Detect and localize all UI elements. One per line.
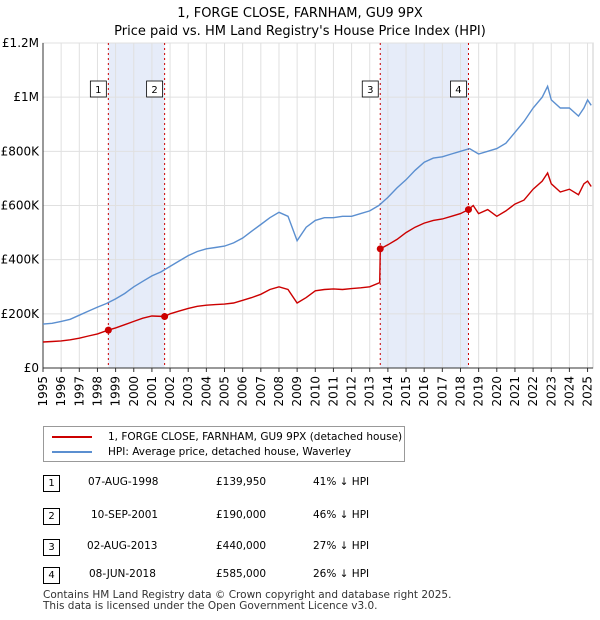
x-tick-label: 2024: [562, 376, 576, 407]
x-tick-label: 2000: [127, 376, 141, 407]
sale-row-1: 1 07-AUG-1998 £139,950 41% ↓ HPI: [43, 475, 563, 492]
y-tick-label: £0: [24, 361, 39, 375]
x-tick-label: 2020: [490, 376, 504, 407]
sale-hpi-diff: 41% ↓ HPI: [313, 476, 370, 488]
sale-row-4: 4 08-JUN-2018 £585,000 26% ↓ HPI: [43, 567, 563, 584]
chart-subtitle: Price paid vs. HM Land Registry's House …: [114, 24, 486, 39]
x-tick-label: 2007: [254, 376, 268, 407]
sale-date: 10-SEP-2001: [91, 509, 159, 521]
sale-number: 4: [43, 567, 60, 584]
marker-label-4: 4: [450, 80, 467, 98]
sale-number: 1: [43, 475, 60, 492]
x-tick-label: 2018: [453, 376, 467, 407]
x-tick-label: 1997: [72, 376, 86, 407]
sale-price: £585,000: [216, 568, 267, 580]
footer-line-1: Contains HM Land Registry data © Crown c…: [43, 589, 452, 601]
x-tick-label: 2017: [435, 376, 449, 407]
x-tick-label: 2014: [381, 376, 395, 407]
y-tick-label: £800K: [1, 144, 41, 158]
legend-label-property: 1, FORGE CLOSE, FARNHAM, GU9 9PX (detach…: [108, 431, 403, 443]
marker-label-box: [89, 80, 107, 98]
sale-number: 3: [43, 539, 60, 556]
y-tick-label: £400K: [1, 253, 41, 267]
sale-point-1: [104, 326, 112, 334]
x-tick-label: 2004: [199, 376, 213, 407]
sale-date: 08-JUN-2018: [89, 568, 156, 580]
sale-row-3: 3 02-AUG-2013 £440,000 27% ↓ HPI: [43, 539, 563, 556]
x-tick-label: 1995: [36, 376, 50, 407]
sale-price: £440,000: [216, 540, 267, 552]
y-tick-label: £1M: [13, 90, 39, 104]
chart-title: 1, FORGE CLOSE, FARNHAM, GU9 9PX: [177, 6, 423, 21]
sale-price: £139,950: [216, 476, 267, 488]
x-tick-label: 2008: [272, 376, 286, 407]
marker-label-3: 3: [361, 80, 379, 98]
x-tick-label: 1999: [109, 376, 123, 407]
x-tick-label: 2011: [326, 376, 340, 407]
sale-hpi-diff: 26% ↓ HPI: [313, 568, 370, 580]
legend-swatch-property: [52, 436, 92, 438]
legend-item-hpi: HPI: Average price, detached house, Wave…: [52, 445, 351, 459]
legend-swatch-hpi: [52, 451, 92, 453]
x-tick-label: 2025: [581, 376, 595, 407]
marker-label-text: 3: [367, 85, 373, 96]
x-tick-label: 2019: [472, 376, 486, 407]
sale-point-2: [161, 313, 169, 321]
legend: 1, FORGE CLOSE, FARNHAM, GU9 9PX (detach…: [43, 426, 405, 462]
sale-price: £190,000: [216, 509, 267, 521]
series-line-property: [42, 171, 592, 343]
x-tick-label: 1996: [54, 376, 68, 407]
marker-label-2: 2: [146, 80, 164, 98]
footer: Contains HM Land Registry data © Crown c…: [43, 590, 451, 612]
legend-item-property: 1, FORGE CLOSE, FARNHAM, GU9 9PX (detach…: [52, 430, 402, 444]
x-tick-label: 2003: [181, 376, 195, 407]
marker-label-text: 2: [151, 85, 157, 96]
legend-label-hpi: HPI: Average price, detached house, Wave…: [108, 446, 352, 458]
x-tick-label: 2015: [399, 376, 413, 407]
sale-number: 2: [43, 508, 60, 525]
marker-label-text: 1: [95, 85, 101, 96]
x-tick-label: 2012: [345, 376, 359, 407]
x-tick-label: 2010: [308, 376, 322, 407]
sale-date: 07-AUG-1998: [88, 476, 159, 488]
x-tick-label: 2013: [363, 376, 377, 407]
sale-point-4: [464, 206, 472, 214]
x-tick-label: 2022: [526, 376, 540, 407]
marker-label-box: [146, 80, 164, 98]
y-tick-label: £600K: [1, 199, 41, 213]
series-line-hpi: [42, 84, 592, 325]
marker-label-text: 4: [455, 85, 461, 96]
marker-label-box: [450, 80, 467, 98]
x-tick-label: 2023: [544, 376, 558, 407]
y-tick-label: £200K: [1, 307, 41, 321]
marker-label-1: 1: [89, 80, 107, 98]
x-tick-label: 2005: [218, 376, 232, 407]
x-tick-label: 2006: [236, 376, 250, 407]
footer-line-2: This data is licensed under the Open Gov…: [43, 600, 378, 612]
x-tick-label: 2021: [508, 376, 522, 407]
price-chart: £0 £200K £400K £600K £800K £1M £1.2M 1995 1996 19…: [1, 36, 595, 407]
y-tick-label: £1.2M: [2, 36, 39, 50]
x-tick-label: 2001: [145, 376, 159, 407]
x-tick-label: 2016: [417, 376, 431, 407]
sale-hpi-diff: 46% ↓ HPI: [313, 509, 370, 521]
sale-row-2: 2 10-SEP-2001 £190,000 46% ↓ HPI: [43, 508, 563, 525]
sale-point-3: [376, 245, 384, 253]
sale-hpi-diff: 27% ↓ HPI: [313, 540, 370, 552]
x-tick-label: 2002: [163, 376, 177, 407]
sale-date: 02-AUG-2013: [87, 540, 158, 552]
marker-label-box: [361, 80, 379, 98]
x-tick-label: 2009: [290, 376, 304, 407]
x-tick-label: 1998: [90, 376, 104, 407]
